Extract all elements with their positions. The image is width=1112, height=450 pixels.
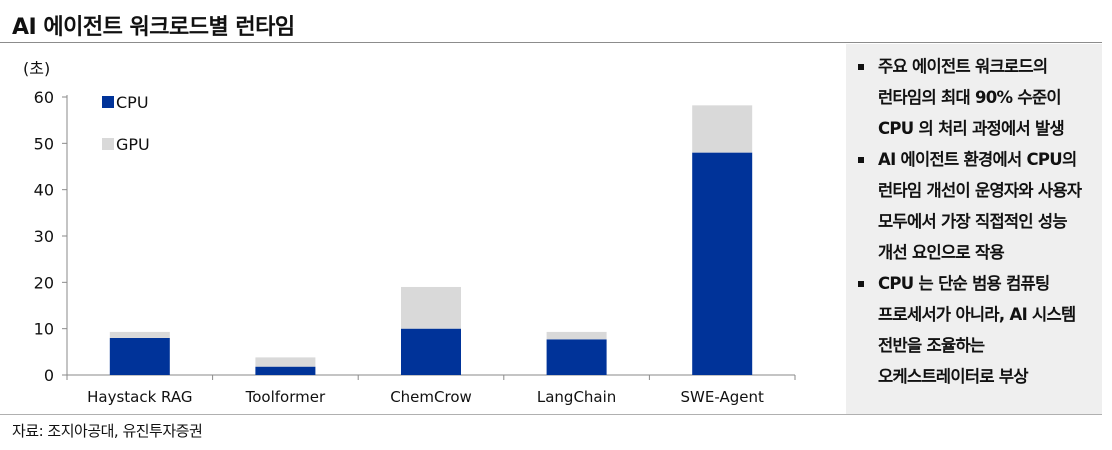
runtime-chart: (초) 0 10 20 30 40 50 60 Haystack RAG Toolformer C… (23, 59, 796, 406)
key-points-list: 주요 에이전트 워크로드의 런타임의 최대 90% 수준이 CPU 의 처리 과… (846, 44, 1102, 392)
chart-title: AI 에이전트 워크로드별 런타임 (12, 15, 295, 40)
y-tick-label: 30 (34, 227, 54, 246)
footer-divider (0, 414, 1102, 415)
x-tick-label: Toolformer (245, 388, 326, 406)
key-point-text: AI 에이전트 환경에서 CPU의 런타임 개선이 운영자와 사용자 모두에서 … (878, 150, 1082, 262)
title-divider (0, 42, 1102, 43)
chart-bars (109, 105, 753, 375)
key-point-text: 주요 에이전트 워크로드의 런타임의 최대 90% 수준이 CPU 의 처리 과… (878, 57, 1065, 138)
x-tick-label: ChemCrow (390, 388, 472, 406)
square-bullet-icon (858, 281, 864, 287)
x-tick-label: LangChain (537, 388, 616, 406)
y-unit-label: (초) (23, 59, 50, 78)
y-tick-label: 0 (44, 366, 54, 385)
bar-cpu-swe-agent (692, 152, 753, 375)
bar-cpu-toolformer (255, 366, 316, 375)
square-bullet-icon (858, 64, 864, 70)
key-point-item: 주요 에이전트 워크로드의 런타임의 최대 90% 수준이 CPU 의 처리 과… (856, 51, 1096, 144)
bar-cpu-chemcrow (401, 328, 461, 375)
key-point-item: AI 에이전트 환경에서 CPU의 런타임 개선이 운영자와 사용자 모두에서 … (856, 144, 1096, 268)
bar-cpu-haystack-rag (109, 337, 170, 375)
y-tick-label: 10 (34, 320, 54, 339)
square-bullet-icon (858, 157, 864, 163)
y-tick-label: 60 (34, 88, 54, 107)
bar-gpu-swe-agent (692, 105, 753, 153)
bar-gpu-haystack-rag (109, 331, 170, 338)
key-points-panel: 주요 에이전트 워크로드의 런타임의 최대 90% 수준이 CPU 의 처리 과… (846, 44, 1102, 414)
y-tick-label: 40 (34, 181, 54, 200)
bar-gpu-toolformer (255, 357, 316, 367)
legend-swatch-cpu (102, 96, 114, 108)
key-point-text: CPU 는 단순 범용 컴퓨팅 프로세서가 아니라, AI 시스템 전반을 조율… (878, 274, 1076, 386)
legend-label-gpu: GPU (116, 135, 150, 154)
source-note: 자료: 조지아공대, 유진투자증권 (12, 422, 203, 440)
bar-gpu-langchain (546, 331, 607, 340)
y-tick-label: 20 (34, 273, 54, 292)
bar-cpu-langchain (546, 339, 607, 375)
chart-legend: CPU GPU (102, 93, 150, 154)
y-tick-label: 50 (34, 134, 54, 153)
x-tick-label: SWE-Agent (681, 388, 764, 406)
legend-label-cpu: CPU (116, 93, 149, 112)
chart-axes: 0 10 20 30 40 50 60 Haystack RAG Toolformer ChemC… (34, 88, 796, 406)
x-tick-label: Haystack RAG (87, 388, 192, 406)
bar-gpu-chemcrow (401, 286, 461, 329)
legend-swatch-gpu (102, 138, 114, 150)
key-point-item: CPU 는 단순 범용 컴퓨팅 프로세서가 아니라, AI 시스템 전반을 조율… (856, 268, 1096, 392)
